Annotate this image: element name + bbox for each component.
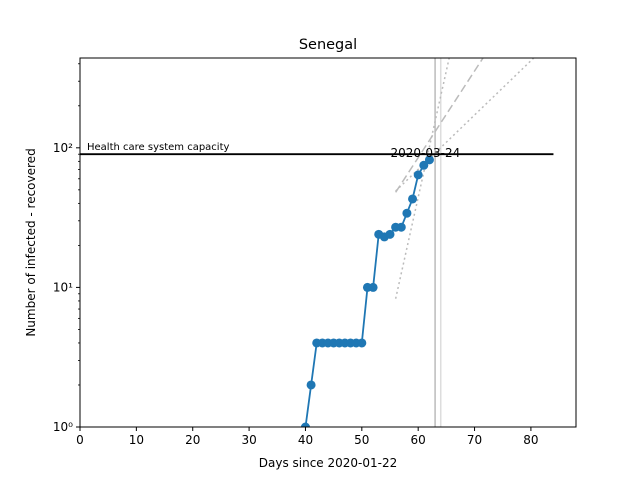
x-tick-label: 40 <box>298 433 313 447</box>
fit-line-dotted <box>395 58 535 192</box>
y-axis-label: Number of infected - recovered <box>24 148 38 336</box>
y-tick-label: 10⁰ <box>53 420 73 434</box>
y-tick-label: 10² <box>53 141 73 155</box>
data-point <box>413 170 423 180</box>
data-point <box>419 160 429 170</box>
x-tick-label: 10 <box>129 433 144 447</box>
data-point <box>424 155 434 165</box>
x-tick-label: 70 <box>467 433 482 447</box>
x-axis-label: Days since 2020-01-22 <box>259 456 398 470</box>
date-annotation: 2020-03-24 <box>391 146 461 160</box>
data-point <box>402 208 412 218</box>
chart-title: Senegal <box>299 37 357 53</box>
x-tick-label: 50 <box>354 433 369 447</box>
x-axis: 0 10 20 30 40 50 60 70 80 <box>76 427 539 447</box>
x-tick-label: 30 <box>241 433 256 447</box>
plot-frame <box>79 57 577 428</box>
data-point <box>385 229 395 239</box>
y-axis: 10⁰ 10¹ 10² <box>53 63 80 434</box>
data-point <box>396 222 406 232</box>
x-tick-label: 0 <box>76 433 84 447</box>
y-tick-label: 10¹ <box>53 280 73 294</box>
x-tick-label: 20 <box>185 433 200 447</box>
x-tick-label: 60 <box>411 433 426 447</box>
data-point <box>357 338 367 348</box>
x-tick-label: 80 <box>523 433 538 447</box>
plot-area <box>80 58 554 427</box>
data-point <box>408 194 418 204</box>
annotations: Health care system capacity 2020-03-24 <box>87 142 460 160</box>
fit-line-dotted <box>394 58 450 299</box>
fit-line-dashed <box>395 58 484 193</box>
data-point <box>306 380 316 390</box>
data-point <box>368 282 378 292</box>
capacity-label: Health care system capacity <box>87 142 229 153</box>
data-point <box>300 422 310 427</box>
